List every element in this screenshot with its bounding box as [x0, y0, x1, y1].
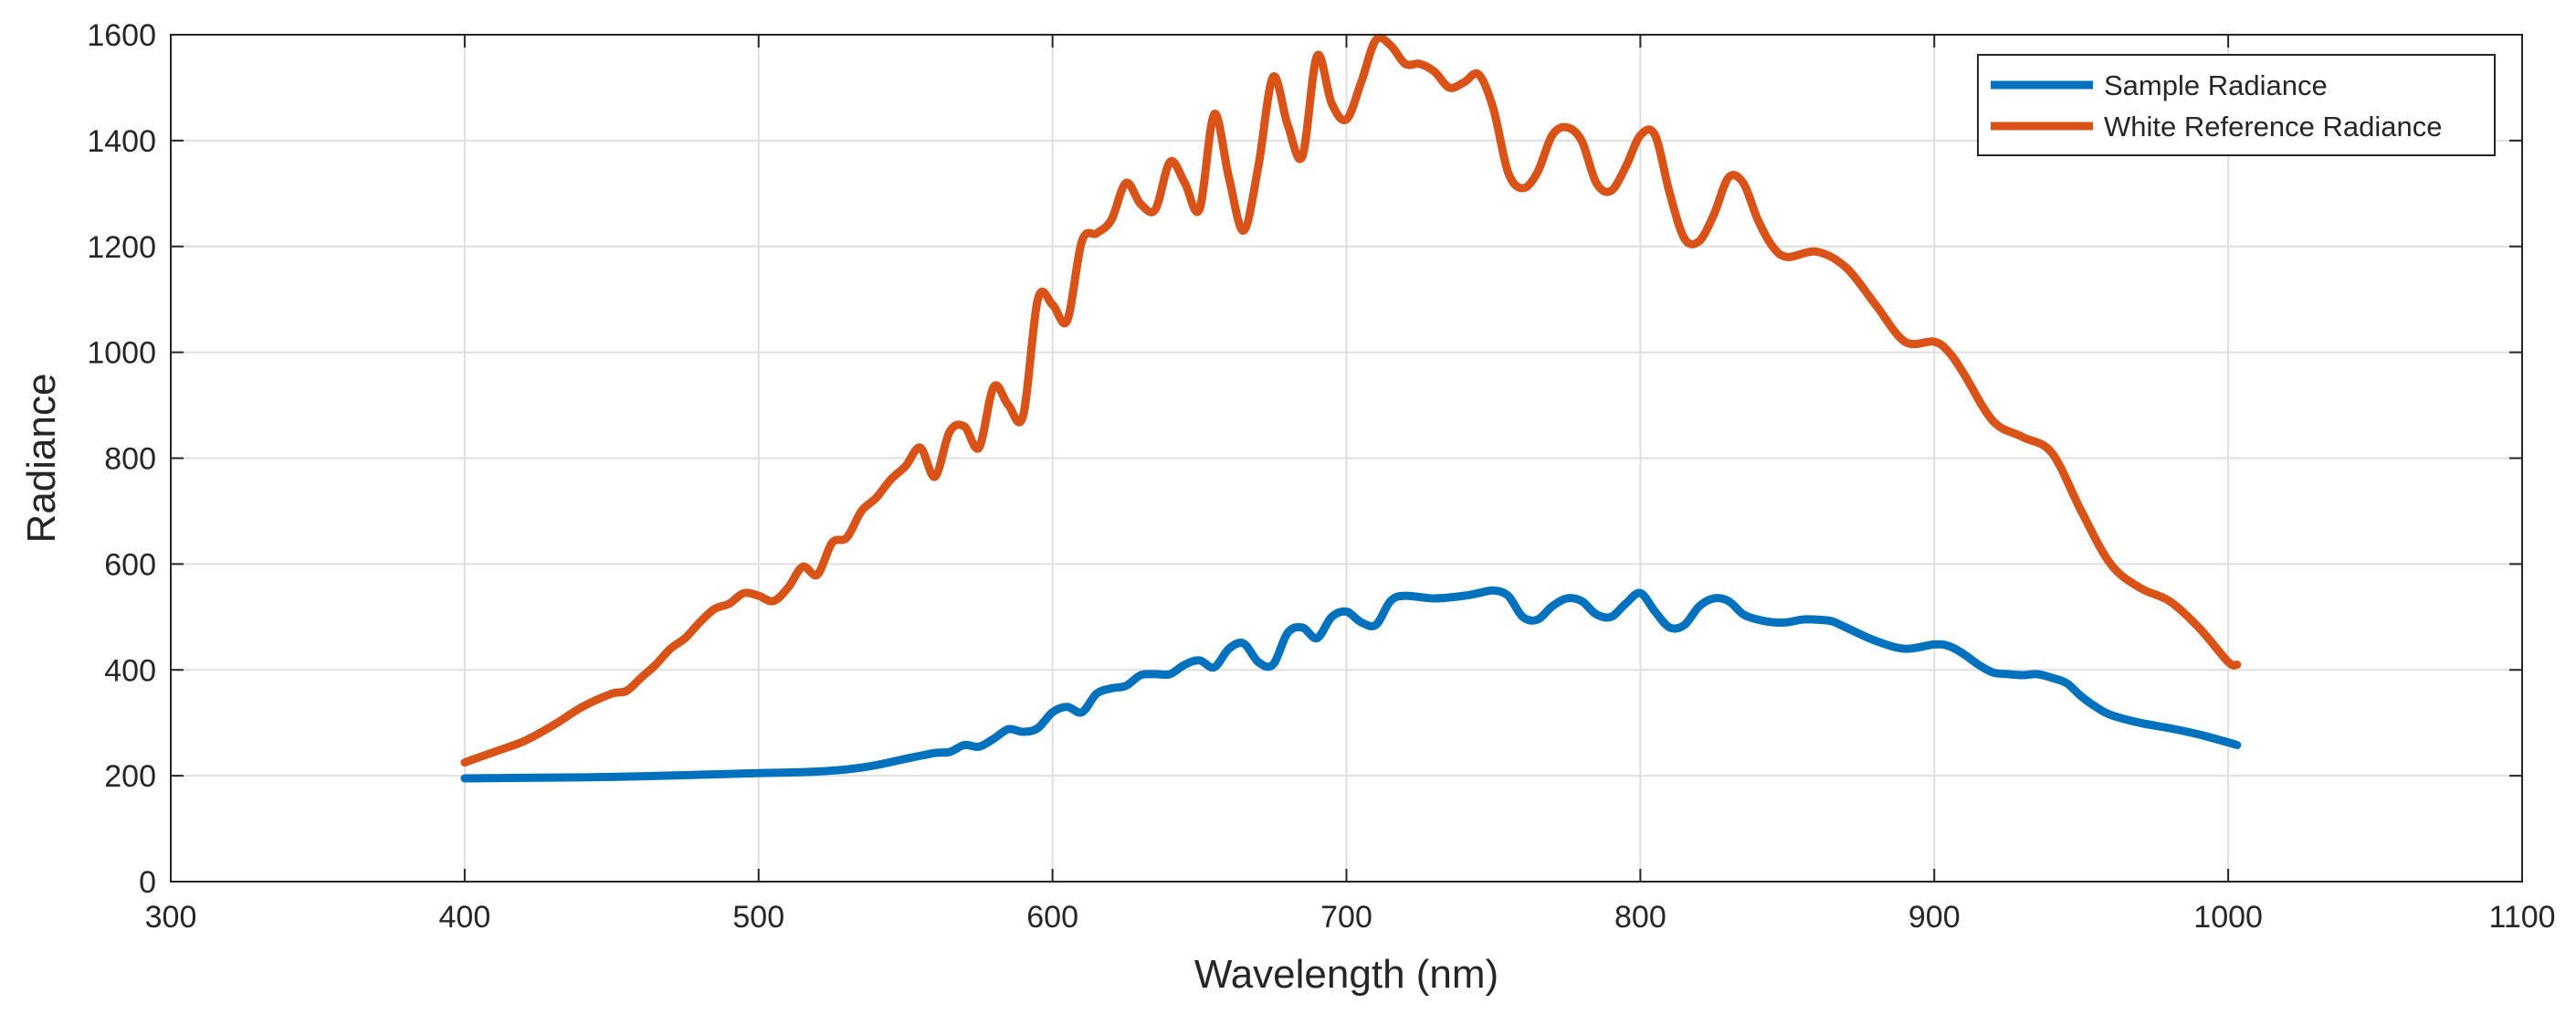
y-tick-label: 400 — [104, 653, 156, 688]
x-tick-label: 1100 — [2488, 900, 2555, 935]
ticks — [170, 34, 2523, 883]
y-tick-label: 0 — [139, 865, 156, 900]
legend-box — [1977, 54, 2496, 156]
x-axis-label: Wavelength (nm) — [1194, 952, 1498, 997]
tick-labels: 300 400 500 600 700 800 900 1000 1100 0 200 400 600 8… — [87, 18, 2555, 935]
x-tick-label: 600 — [1026, 900, 1078, 935]
series-line-2 — [460, 33, 2242, 767]
legend-label: Sample Radiance — [2104, 69, 2328, 101]
y-tick-label: 800 — [104, 442, 156, 477]
y-tick-label: 1600 — [87, 18, 156, 53]
x-tick-label: 900 — [1908, 900, 1961, 935]
y-tick-label: 1200 — [87, 230, 156, 265]
series-layer — [460, 33, 2242, 783]
x-tick-label: 300 — [145, 900, 197, 935]
legend: Sample Radiance White Reference Radiance — [1977, 54, 2496, 156]
x-tick-label: 400 — [439, 900, 491, 935]
y-tick-label: 1400 — [87, 124, 156, 159]
y-tick-label: 1000 — [87, 336, 156, 371]
x-tick-label: 500 — [732, 900, 784, 935]
grid — [170, 34, 2523, 883]
y-tick-label: 600 — [104, 547, 156, 582]
y-tick-label: 200 — [104, 759, 156, 794]
y-axis-label: Radiance — [19, 374, 64, 544]
x-tick-label: 1000 — [2193, 900, 2263, 935]
x-tick-label: 800 — [1614, 900, 1667, 935]
series-line-1 — [460, 586, 2242, 783]
x-tick-label: 700 — [1320, 900, 1372, 935]
legend-label: White Reference Radiance — [2104, 111, 2442, 143]
